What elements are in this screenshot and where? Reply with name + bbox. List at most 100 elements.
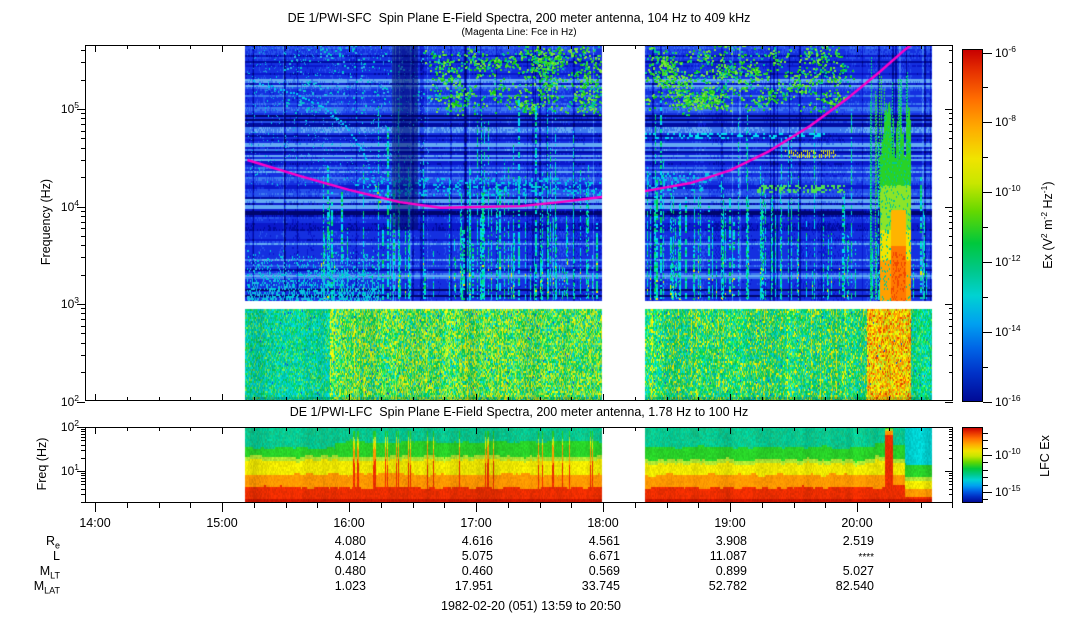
- sfc-colorbar-tick-label: 10-12: [995, 253, 1021, 269]
- sfc-x-major-tick: [222, 394, 223, 401]
- sfc-colorbar-tick: [983, 332, 992, 333]
- annotation-value: 6.671: [588, 549, 620, 563]
- sfc-y-minor-tick-right: [949, 275, 953, 276]
- sfc-x-minor-tick-top: [127, 46, 128, 49]
- sfc-x-minor-tick-top: [444, 46, 445, 49]
- annotation-value: 52.782: [708, 579, 747, 593]
- lfc-x-minor-tick-top: [794, 428, 795, 431]
- lfc-y-major-tick: [77, 471, 85, 472]
- sfc-y-minor-tick: [81, 80, 85, 81]
- lfc-y-minor-tick-right: [949, 445, 953, 446]
- lfc-x-minor-tick: [667, 503, 668, 508]
- sfc-x-minor-tick: [952, 397, 953, 401]
- sfc-y-minor-tick-right: [949, 355, 953, 356]
- lfc-x-major-tick: [857, 503, 858, 512]
- annotation-value: 1.023: [334, 579, 366, 593]
- sfc-x-minor-tick: [794, 397, 795, 401]
- lfc-y-minor-tick: [81, 450, 85, 451]
- sfc-colorbar-tick: [983, 262, 992, 263]
- sfc-x-minor-tick: [540, 397, 541, 401]
- sfc-colorbar-tick: [983, 192, 992, 193]
- lfc-y-minor-tick: [81, 484, 85, 485]
- sfc-x-minor-tick: [762, 397, 763, 401]
- sfc-x-major-tick-top: [222, 46, 223, 52]
- lfc-y-minor-tick: [81, 473, 85, 474]
- lfc-x-minor-tick-top: [254, 428, 255, 431]
- lfc-x-major-tick: [730, 503, 731, 512]
- sfc-y-minor-tick-right: [949, 131, 953, 132]
- sfc-x-minor-tick: [444, 397, 445, 401]
- sfc-y-minor-tick-right: [949, 319, 953, 320]
- lfc-x-minor-tick: [127, 503, 128, 508]
- sfc-x-minor-tick: [317, 397, 318, 401]
- sfc-y-minor-tick: [81, 236, 85, 237]
- lfc-x-major-tick: [222, 503, 223, 512]
- lfc-x-major-tick-top: [476, 428, 477, 434]
- sfc-y-tick-label: 104: [60, 198, 79, 214]
- sfc-x-minor-tick-top: [825, 46, 826, 49]
- sfc-x-minor-tick-top: [635, 46, 636, 49]
- sfc-y-major-tick-right: [945, 207, 953, 208]
- footer-date-range: 1982-02-20 (051) 13:59 to 20:50: [441, 599, 621, 613]
- sfc-y-minor-tick: [81, 355, 85, 356]
- sfc-x-minor-tick-top: [698, 46, 699, 49]
- lfc-y-minor-tick: [81, 478, 85, 479]
- sfc-x-minor-tick: [889, 397, 890, 401]
- lfc-y-minor-tick: [81, 440, 85, 441]
- lfc-x-major-tick-top: [222, 428, 223, 434]
- sfc-x-minor-tick-top: [381, 46, 382, 49]
- lfc-colorbar-tick: [983, 477, 988, 478]
- lfc-y-major-tick: [77, 427, 85, 428]
- annotation-value: 4.014: [334, 549, 366, 563]
- sfc-colorbar-tick-label: 10-14: [995, 323, 1021, 339]
- lfc-x-minor-tick-top: [921, 428, 922, 431]
- sfc-y-minor-tick: [81, 216, 85, 217]
- sfc-x-minor-tick-top: [254, 46, 255, 49]
- lfc-colorbar-tick: [983, 455, 992, 456]
- sfc-x-minor-tick-top: [794, 46, 795, 49]
- sfc-y-minor-tick: [81, 160, 85, 161]
- sfc-colorbar-tick-label: 10-16: [995, 393, 1021, 409]
- sfc-x-minor-tick: [381, 397, 382, 401]
- lfc-x-minor-tick-top: [317, 428, 318, 431]
- sfc-y-minor-tick-right: [949, 138, 953, 139]
- sfc-y-minor-tick: [81, 138, 85, 139]
- sfc-y-major-tick: [77, 109, 85, 110]
- lfc-y-minor-tick: [81, 458, 85, 459]
- sfc-x-major-tick-top: [95, 46, 96, 52]
- sfc-x-minor-tick-top: [508, 46, 509, 49]
- lfc-x-minor-tick: [825, 503, 826, 508]
- lfc-x-minor-tick-top: [127, 428, 128, 431]
- lfc-y-minor-tick: [81, 445, 85, 446]
- annotation-row-label: Re: [45, 534, 60, 551]
- lfc-x-minor-tick-top: [381, 428, 382, 431]
- lfc-y-minor-tick: [81, 481, 85, 482]
- sfc-x-major-tick: [857, 394, 858, 401]
- sfc-x-major-tick-top: [476, 46, 477, 52]
- lfc-x-minor-tick-top: [952, 428, 953, 431]
- lfc-title: DE 1/PWI-LFC Spin Plane E-Field Spectra,…: [289, 405, 749, 419]
- lfc-x-major-tick-top: [730, 428, 731, 434]
- lfc-x-minor-tick: [571, 503, 572, 508]
- lfc-x-minor-tick: [794, 503, 795, 508]
- lfc-x-minor-tick-top: [698, 428, 699, 431]
- x-tick-label: 16:00: [333, 516, 365, 530]
- sfc-y-minor-tick: [81, 124, 85, 125]
- sfc-y-minor-tick-right: [949, 333, 953, 334]
- sfc-y-minor-tick: [81, 313, 85, 314]
- lfc-x-minor-tick-top: [444, 428, 445, 431]
- lfc-colorbar-tick: [983, 448, 988, 449]
- lfc-colorbar-tick-label: 10-15: [995, 483, 1021, 499]
- x-tick-label: 15:00: [206, 516, 238, 530]
- sfc-y-minor-tick: [81, 245, 85, 246]
- sfc-x-minor-tick-top: [317, 46, 318, 49]
- sfc-x-minor-tick: [127, 397, 128, 401]
- lfc-x-major-tick-top: [349, 428, 350, 434]
- lfc-y-minor-tick: [81, 502, 85, 503]
- sfc-y-minor-tick: [81, 275, 85, 276]
- sfc-y-major-tick-right: [945, 109, 953, 110]
- lfc-y-minor-tick: [81, 431, 85, 432]
- lfc-x-minor-tick: [952, 503, 953, 508]
- sfc-colorbar-tick: [983, 402, 992, 403]
